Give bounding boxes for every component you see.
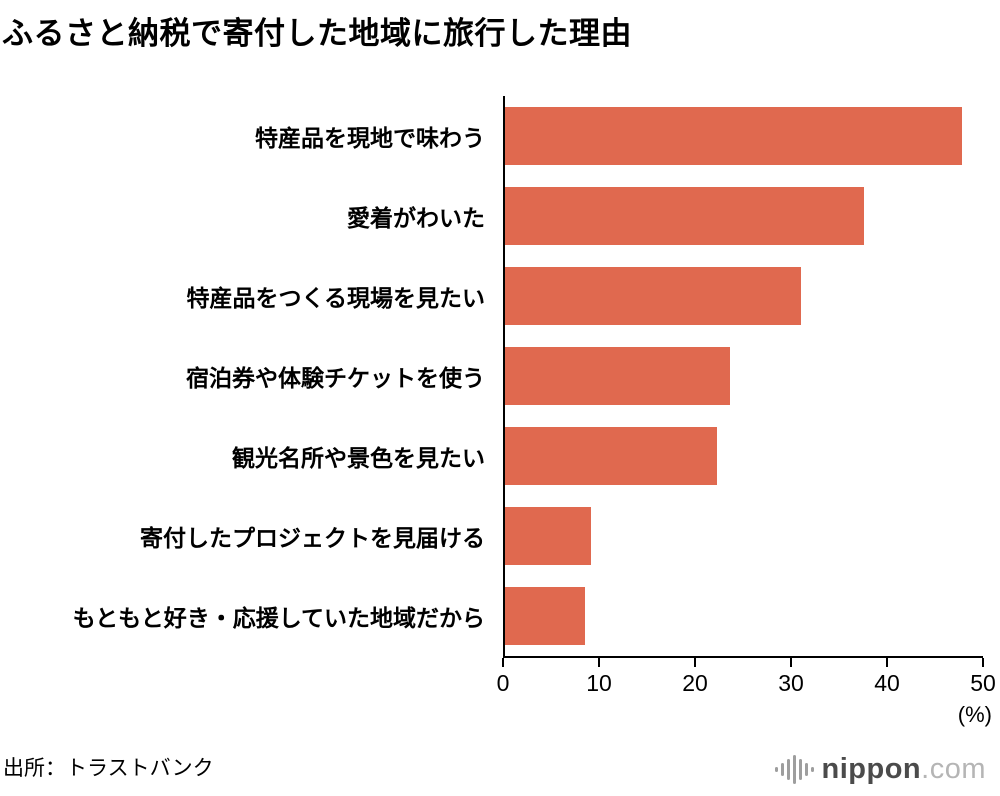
x-tick <box>886 658 888 667</box>
logo-domain: .com <box>921 753 986 785</box>
x-tick-label: 20 <box>682 670 708 696</box>
bar <box>505 587 586 645</box>
bar-row: 愛着がわいた <box>0 176 1000 256</box>
bar-chart: 特産品を現地で味わう愛着がわいた特産品をつくる現場を見たい 宿泊券や体験チケットを… <box>0 96 1000 728</box>
x-tick-label: 0 <box>496 670 510 696</box>
bar <box>505 187 864 245</box>
soundwave-icon <box>774 754 814 786</box>
axis-unit-label: (%) <box>957 702 992 727</box>
x-tick <box>598 658 600 667</box>
nippon-logo: nippon.com <box>774 753 986 786</box>
bar-row: 宿泊券や体験チケットを使う <box>0 336 1000 416</box>
x-tick <box>694 658 696 667</box>
bar-track <box>505 267 983 325</box>
bar-label: 観光名所や景色を見たい <box>232 445 485 471</box>
bar-track <box>505 187 983 245</box>
source-text: 出所：トラストバンク <box>3 757 214 780</box>
logo-text: nippon.com <box>822 753 986 786</box>
x-tick <box>502 658 504 667</box>
bar <box>505 507 592 565</box>
x-tick <box>790 658 792 667</box>
bar-track <box>505 427 983 485</box>
x-tick <box>982 658 984 667</box>
page-title: ふるさと納税で寄付した地域に旅行した理由 <box>2 16 632 51</box>
bar <box>505 427 718 485</box>
x-tick-label: 30 <box>778 670 804 696</box>
bar-rows: 特産品を現地で味わう愛着がわいた特産品をつくる現場を見たい 宿泊券や体験チケットを… <box>0 96 1000 656</box>
bar-row: 特産品を現地で味わう <box>0 96 1000 176</box>
bar-label: 愛着がわいた <box>347 205 485 231</box>
bar-track <box>505 107 983 165</box>
bar <box>505 267 802 325</box>
logo-name: nippon <box>821 753 922 785</box>
bar-label: 寄付したプロジェクトを見届ける <box>140 525 485 551</box>
y-axis-line <box>503 96 505 656</box>
bar-row: もともと好き・応援していた地域だから <box>0 576 1000 656</box>
x-tick-label: 40 <box>874 670 900 696</box>
x-tick-label: 10 <box>586 670 612 696</box>
bar-label: もともと好き・応援していた地域だから <box>72 605 485 631</box>
x-axis: 0 10 20 30 40 50 <box>497 656 996 700</box>
bar-label: 宿泊券や体験チケットを使う <box>186 365 485 391</box>
bar <box>505 347 730 405</box>
bar-label: 特産品をつくる現場を見たい <box>186 285 485 311</box>
bar-track <box>505 507 983 565</box>
bar-track <box>505 347 983 405</box>
bar-track <box>505 587 983 645</box>
x-tick-label: 50 <box>970 670 996 696</box>
bar <box>505 107 962 165</box>
bar-row: 寄付したプロジェクトを見届ける <box>0 496 1000 576</box>
bar-row: 観光名所や景色を見たい <box>0 416 1000 496</box>
bar-label: 特産品を現地で味わう <box>255 125 485 151</box>
bar-row: 特産品をつくる現場を見たい <box>0 256 1000 336</box>
